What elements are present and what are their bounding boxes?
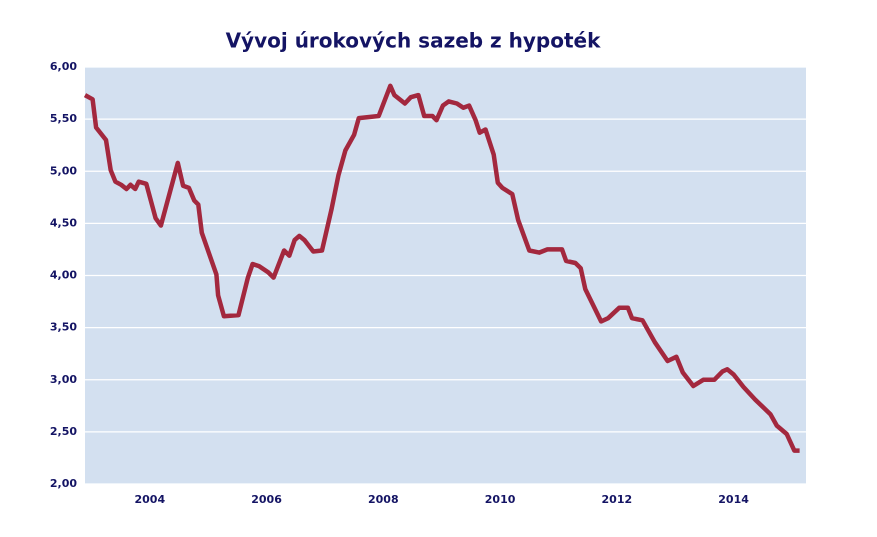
data-line <box>83 83 800 453</box>
y-tick-label: 6,00 <box>50 60 77 73</box>
x-tick-label: 2012 <box>602 493 633 506</box>
y-tick-label: 5,50 <box>50 112 77 125</box>
x-tick-label: 2014 <box>718 493 749 506</box>
chart-title: Vývoj úrokových sazeb z hypoték <box>226 29 602 53</box>
y-tick-label: 3,50 <box>50 321 77 334</box>
y-tick-label: 2,50 <box>50 425 77 438</box>
x-tick-label: 2010 <box>485 493 516 506</box>
y-tick-label: 5,00 <box>50 164 77 177</box>
y-tick-label: 2,00 <box>50 477 77 490</box>
x-tick-label: 2006 <box>251 493 282 506</box>
y-tick-label: 4,50 <box>50 216 77 229</box>
x-tick-label: 2004 <box>134 493 165 506</box>
y-tick-label: 4,00 <box>50 269 77 282</box>
x-tick-label: 2008 <box>368 493 399 506</box>
y-tick-label: 3,00 <box>50 373 77 386</box>
